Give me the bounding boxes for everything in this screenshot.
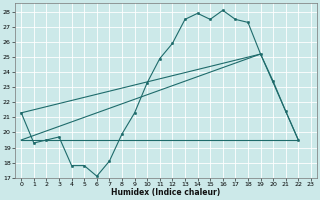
X-axis label: Humidex (Indice chaleur): Humidex (Indice chaleur)	[111, 188, 221, 197]
